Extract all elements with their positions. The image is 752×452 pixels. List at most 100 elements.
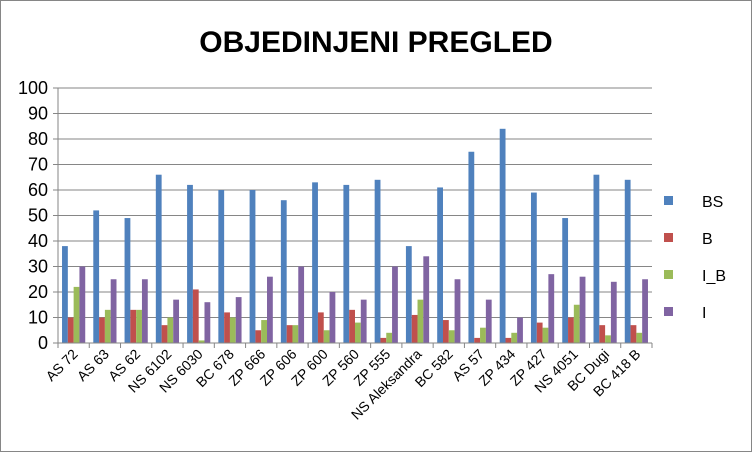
bars — [62, 128, 648, 343]
y-tick-label: 60 — [28, 180, 48, 200]
bar-b-16 — [568, 317, 574, 343]
bar-i-b-11 — [417, 299, 424, 343]
bar-i-11 — [423, 256, 430, 343]
bar-i-8 — [329, 292, 336, 343]
bar-b-17 — [599, 325, 606, 343]
bar-i-9 — [360, 299, 367, 343]
legend-label: B — [702, 231, 713, 248]
bar-i-b-4 — [198, 340, 205, 343]
bar-b-0 — [67, 317, 74, 343]
bar-bs-2 — [124, 218, 131, 343]
legend-label: I_B — [702, 268, 726, 285]
bar-bs-17 — [593, 174, 600, 343]
bar-i-b-3 — [167, 317, 174, 343]
x-tick-label: AS 72 — [42, 346, 80, 384]
bar-bs-10 — [374, 179, 381, 343]
bar-i-b-7 — [292, 325, 299, 343]
legend: BS B I_B I — [664, 194, 726, 322]
bar-b-14 — [505, 337, 512, 343]
bar-bs-4 — [187, 184, 193, 343]
bar-bs-0 — [62, 246, 68, 343]
bar-b-4 — [192, 289, 199, 343]
bar-i-13 — [485, 299, 492, 343]
bar-b-12 — [442, 320, 449, 343]
bar-i-18 — [642, 279, 648, 343]
y-tick-label: 100 — [18, 78, 48, 98]
legend-label: I — [702, 305, 706, 322]
bar-bs-13 — [468, 151, 475, 343]
bar-b-3 — [161, 325, 168, 343]
bar-i-12 — [454, 279, 461, 343]
bar-i-3 — [173, 299, 180, 343]
bar-b-6 — [255, 330, 262, 343]
bar-b-11 — [411, 314, 418, 343]
bar-b-1 — [99, 317, 105, 343]
bar-bs-16 — [562, 218, 569, 343]
bar-b-13 — [474, 337, 481, 343]
bar-b-10 — [380, 337, 387, 343]
bar-bs-12 — [437, 187, 443, 343]
bar-i-b-9 — [355, 322, 361, 343]
bar-bs-18 — [624, 179, 631, 343]
bar-i-4 — [204, 302, 211, 343]
legend-swatch-b — [664, 233, 673, 242]
y-tick-label: 40 — [28, 231, 48, 251]
bar-i-14 — [517, 317, 523, 343]
bar-bs-8 — [312, 182, 318, 343]
bar-i-b-13 — [480, 327, 486, 343]
bar-i-b-10 — [386, 332, 393, 343]
bar-i-b-6 — [261, 320, 268, 343]
bar-b-5 — [224, 312, 230, 343]
y-tick-label: 10 — [28, 308, 48, 328]
chart-title: OBJEDINJENI PREGLED — [199, 26, 552, 59]
bar-b-8 — [317, 312, 324, 343]
bar-b-15 — [536, 322, 543, 343]
bar-i-b-12 — [448, 330, 455, 343]
bar-bs-1 — [93, 210, 100, 343]
y-axis-ticks: 0 10 20 30 40 50 60 70 80 90 100 — [18, 78, 48, 353]
legend-swatch-bs — [664, 196, 673, 205]
legend-swatch-i — [664, 307, 673, 316]
bar-i-2 — [141, 279, 148, 343]
y-tick-label: 90 — [28, 104, 48, 124]
bar-i-b-5 — [229, 317, 236, 343]
bar-bs-5 — [218, 190, 225, 343]
bar-i-b-18 — [636, 332, 643, 343]
bar-i-10 — [392, 266, 398, 343]
bar-i-17 — [610, 281, 617, 343]
bar-bs-7 — [280, 200, 287, 343]
bar-bs-9 — [343, 184, 350, 343]
bar-i-0 — [79, 266, 86, 343]
bar-i-5 — [235, 297, 242, 343]
y-tick-label: 50 — [28, 206, 48, 226]
bar-i-6 — [267, 276, 273, 343]
bar-bs-3 — [155, 174, 162, 343]
y-tick-label: 0 — [38, 333, 48, 353]
y-tick-label: 20 — [28, 282, 48, 302]
bar-i-b-8 — [323, 330, 330, 343]
bar-b-2 — [130, 309, 137, 343]
bar-i-b-15 — [542, 327, 549, 343]
legend-swatch-i-b — [664, 270, 673, 279]
bar-i-16 — [579, 276, 586, 343]
y-tick-label: 80 — [28, 129, 48, 149]
bar-bs-15 — [530, 192, 537, 343]
bar-b-18 — [630, 325, 637, 343]
bar-i-b-0 — [73, 286, 80, 343]
bar-i-1 — [110, 279, 117, 343]
bar-i-b-2 — [136, 309, 142, 343]
legend-label: BS — [702, 194, 723, 211]
bar-i-b-14 — [511, 332, 518, 343]
bar-bs-11 — [405, 246, 412, 343]
y-tick-label: 70 — [28, 155, 48, 175]
bar-i-b-17 — [605, 335, 611, 343]
bar-i-b-1 — [104, 309, 111, 343]
bar-i-15 — [548, 274, 555, 343]
bar-b-9 — [349, 309, 355, 343]
y-tick-label: 30 — [28, 257, 48, 277]
bar-b-7 — [286, 325, 293, 343]
bar-i-b-16 — [573, 304, 580, 343]
bar-i-7 — [298, 266, 305, 343]
